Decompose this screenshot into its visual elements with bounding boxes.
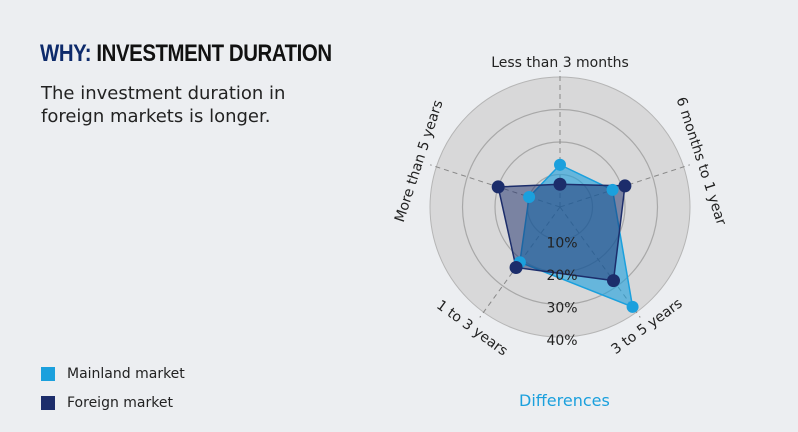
differences-link[interactable]: Differences: [519, 391, 610, 410]
legend-label: Foreign market: [67, 395, 173, 411]
data-point: [618, 179, 632, 193]
data-point: [606, 183, 619, 196]
data-point: [554, 158, 566, 171]
title-prefix: WHY:: [40, 40, 92, 67]
legend-label: Mainland market: [67, 366, 185, 382]
tick-label: 20%: [546, 268, 577, 284]
data-point: [523, 190, 536, 203]
legend-foreign: Foreign market: [41, 395, 173, 411]
subtitle: The investment duration in foreign marke…: [41, 83, 286, 127]
data-point: [491, 180, 505, 194]
title-text: INVESTMENT DURATION: [96, 40, 332, 67]
data-point: [606, 274, 620, 288]
legend-swatch: [41, 396, 55, 410]
page-title: WHY: INVESTMENT DURATION: [40, 40, 332, 68]
tick-label: 40%: [546, 333, 577, 349]
legend-swatch: [41, 367, 55, 381]
legend-mainland: Mainland market: [41, 366, 185, 382]
data-point: [509, 260, 523, 274]
axis-label: Less than 3 months: [491, 55, 629, 71]
data-point: [626, 300, 639, 313]
data-point: [553, 177, 567, 191]
grid-ring: [461, 108, 659, 306]
tick-label: 30%: [546, 301, 577, 317]
tick-label: 10%: [546, 236, 577, 252]
